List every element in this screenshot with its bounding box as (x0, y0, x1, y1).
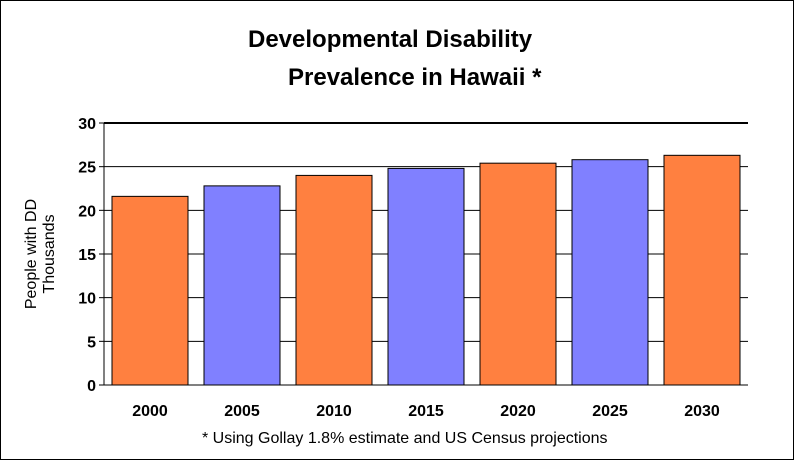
chart-title: Developmental Disability Prevalence in H… (0, 26, 794, 106)
x-tick-label: 2000 (132, 403, 168, 420)
bars (111, 154, 741, 386)
chart-title-line-2: Prevalence in Hawaii * (288, 64, 542, 91)
y-tick-label: 25 (78, 160, 96, 177)
bar-2005 (203, 185, 281, 386)
chart-footnote: * Using Gollay 1.8% estimate and US Cens… (202, 430, 608, 447)
y-axis-label-text: People with DDThousands (23, 199, 58, 309)
y-axis-label-line: People with DD (23, 199, 40, 309)
x-tick-labels: 2000 2005 2010 2015 2020 2025 2030 (132, 403, 720, 420)
y-tick-label: 30 (78, 116, 96, 133)
x-tick-label: 2005 (224, 403, 260, 420)
bar-2025 (571, 159, 649, 386)
y-axis-label-line: Thousands (41, 214, 58, 293)
x-tick-label: 2015 (408, 403, 444, 420)
y-tick-label: 20 (78, 203, 96, 220)
x-tick-label: 2030 (684, 403, 720, 420)
x-tick-label: 2010 (316, 403, 352, 420)
chart-title-line-1: Developmental Disability (248, 26, 533, 53)
y-axis-label: People with DDThousands (23, 199, 58, 309)
x-tick-label: 2025 (592, 403, 628, 420)
bar-2000 (111, 195, 189, 386)
bar-2020 (479, 162, 557, 386)
bar-2010 (295, 174, 373, 386)
axes (99, 122, 748, 386)
y-tick-label: 5 (87, 334, 96, 351)
y-tick-labels: 0 5 10 15 20 25 30 (78, 116, 96, 395)
bar-2030 (663, 154, 741, 386)
y-tick-label: 0 (87, 378, 96, 395)
y-tick-label: 10 (78, 291, 96, 308)
y-tick-label: 15 (78, 247, 96, 264)
x-tick-label: 2020 (500, 403, 536, 420)
bar-2015 (387, 167, 465, 386)
